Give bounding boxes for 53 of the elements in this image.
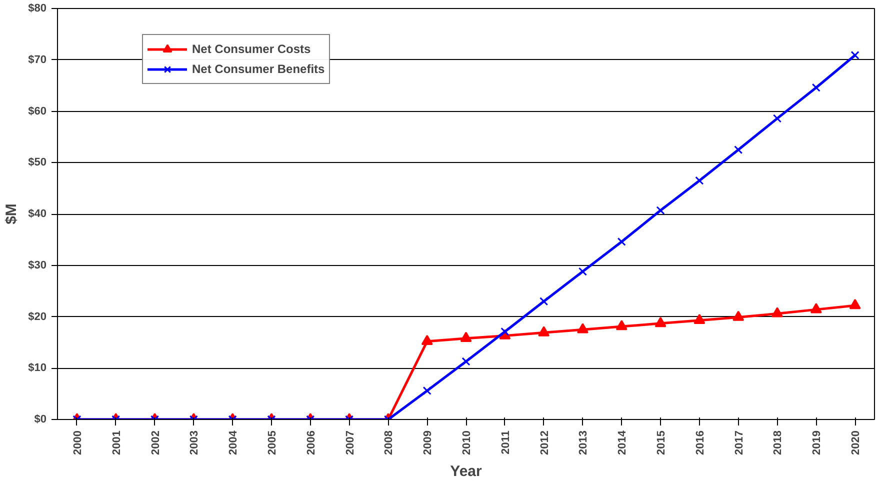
point xyxy=(734,145,743,154)
x-tick-label: 2016 xyxy=(694,430,706,455)
point xyxy=(771,307,783,318)
x-tick-label: 2018 xyxy=(772,430,784,455)
point xyxy=(616,320,628,330)
x-tick-label: 2015 xyxy=(656,430,668,455)
point xyxy=(576,323,588,334)
y-tick-label: $40 xyxy=(28,208,47,220)
point xyxy=(849,298,861,310)
point xyxy=(694,314,706,324)
x-tick-label: 2005 xyxy=(266,430,278,455)
x-tick-label: 2010 xyxy=(461,430,473,455)
x-tick-label: 2004 xyxy=(228,430,240,455)
point xyxy=(695,176,704,185)
y-tick-label: $30 xyxy=(28,259,47,272)
y-tick-label: $20 xyxy=(28,310,47,323)
x-tick-label: 2002 xyxy=(150,430,162,455)
point xyxy=(617,237,626,246)
x-tick-label: 2014 xyxy=(616,430,629,455)
x-tick-label: 2013 xyxy=(578,430,590,455)
point xyxy=(654,316,666,328)
x-tick-label: 2009 xyxy=(422,430,434,455)
x-tick-label: 2019 xyxy=(811,430,824,455)
x-tick-label: 2007 xyxy=(344,430,356,455)
x-tick-label: 2020 xyxy=(850,430,862,455)
y-tick-label: $80 xyxy=(28,2,47,14)
x-tick-label: 2001 xyxy=(110,430,123,455)
x-tick-label: 2008 xyxy=(383,430,396,455)
legend-label: Net Consumer Benefits xyxy=(192,61,325,77)
x-tick-label: 2017 xyxy=(733,430,746,455)
y-axis-title: $M xyxy=(3,204,20,224)
point xyxy=(656,206,665,215)
point xyxy=(812,83,820,92)
point xyxy=(810,303,822,314)
y-tick-label: $10 xyxy=(28,362,47,374)
x-axis-title: Year xyxy=(450,462,482,480)
y-tick-label: $60 xyxy=(28,105,47,118)
y-tick-label: $50 xyxy=(28,156,47,169)
legend-label: Net Consumer Costs xyxy=(192,41,311,57)
x-tick-label: 2012 xyxy=(538,430,551,455)
x-tick-label: 2011 xyxy=(500,430,512,454)
point xyxy=(421,334,433,346)
point xyxy=(578,267,587,276)
y-tick-label: $0 xyxy=(34,414,47,426)
point xyxy=(732,310,744,321)
x-tick-label: 2000 xyxy=(72,430,84,455)
point xyxy=(850,50,860,60)
x-tick-label: 2006 xyxy=(305,430,318,455)
y-tick-label: $70 xyxy=(28,54,47,66)
point xyxy=(772,114,782,123)
point xyxy=(538,326,550,336)
x-tick-label: 2003 xyxy=(188,430,201,455)
point xyxy=(460,332,472,342)
